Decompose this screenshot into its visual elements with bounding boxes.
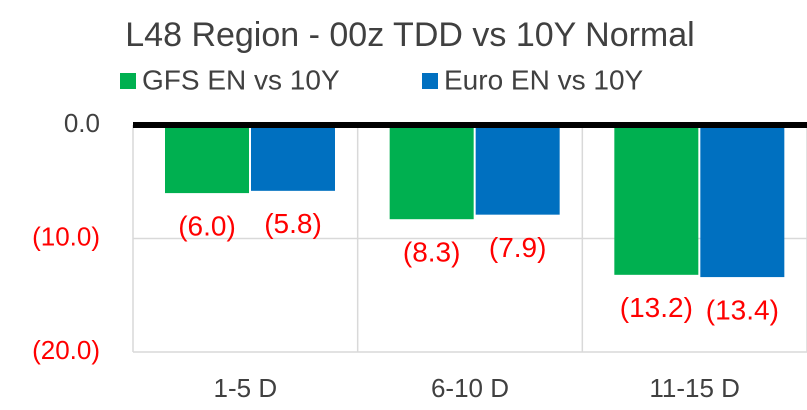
- data-label: (7.9): [489, 232, 547, 263]
- data-label: (6.0): [178, 210, 236, 241]
- bar: [251, 125, 335, 191]
- bar: [475, 125, 560, 215]
- bar: [614, 125, 699, 275]
- y-tick-label: 0.0: [64, 108, 100, 138]
- x-tick-label: 11-15 D: [649, 373, 740, 403]
- bar: [389, 125, 474, 220]
- bar: [165, 125, 249, 194]
- y-tick-label: (10.0): [32, 221, 100, 251]
- data-label: (5.8): [264, 208, 322, 239]
- chart-title: L48 Region - 00z TDD vs 10Y Normal: [125, 16, 695, 54]
- legend-swatch: [120, 73, 136, 89]
- x-tick-label: 6-10 D: [431, 373, 509, 403]
- data-label: (13.4): [706, 294, 779, 325]
- x-tick-label: 1-5 D: [214, 373, 278, 403]
- y-tick-label: (20.0): [32, 335, 100, 365]
- legend-label: GFS EN vs 10Y: [142, 64, 340, 95]
- data-label: (13.2): [620, 292, 693, 323]
- legend-label: Euro EN vs 10Y: [444, 64, 644, 95]
- legend-swatch: [422, 73, 438, 89]
- data-label: (8.3): [403, 237, 461, 268]
- bar: [700, 125, 785, 278]
